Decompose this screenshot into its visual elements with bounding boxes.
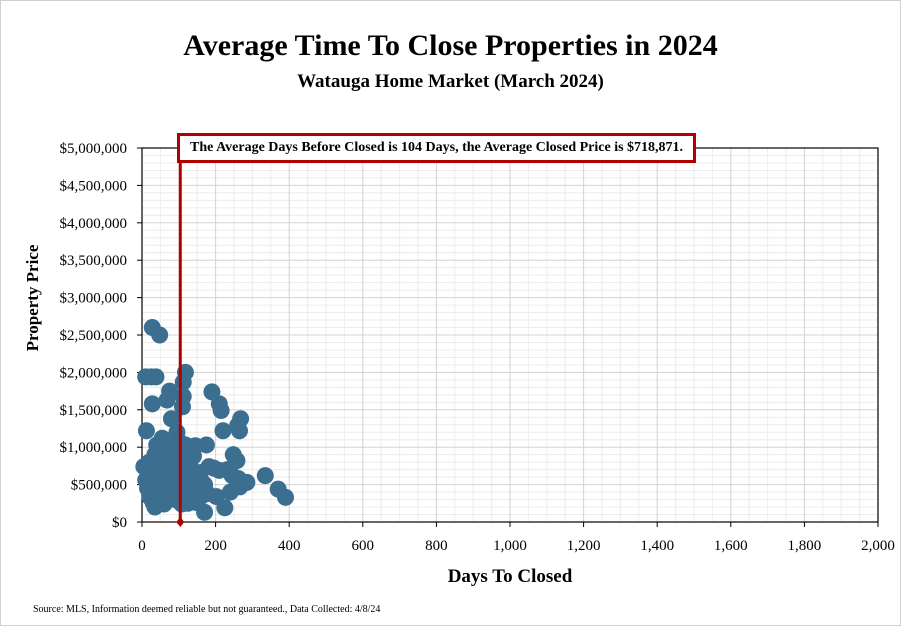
y-axis-label: Property Price xyxy=(23,244,42,352)
data-point xyxy=(162,410,180,428)
data-point xyxy=(216,499,234,517)
x-tick-label: 1,400 xyxy=(640,538,674,554)
tick-labels: 0 200 400 600 800 1,000 1,200 1,400 1,600 1,800 2,… xyxy=(60,141,895,554)
data-point xyxy=(143,395,161,413)
x-tick-label: 1,000 xyxy=(493,538,527,554)
y-tick-label: $4,000,000 xyxy=(60,216,128,232)
data-point xyxy=(221,483,239,501)
data-point xyxy=(173,398,191,416)
data-point xyxy=(199,485,217,503)
y-tick-label: $0 xyxy=(112,515,127,531)
x-tick-label: 0 xyxy=(138,538,146,554)
data-point xyxy=(231,422,249,440)
y-tick-label: $3,500,000 xyxy=(60,253,128,269)
y-tick-label: $500,000 xyxy=(71,478,127,494)
data-point xyxy=(175,473,193,491)
y-tick-label: $1,500,000 xyxy=(60,403,128,419)
x-axis-label: Days To Closed xyxy=(447,566,573,587)
x-tick-label: 800 xyxy=(425,538,448,554)
data-point xyxy=(277,488,295,506)
x-tick-label: 400 xyxy=(278,538,301,554)
data-point xyxy=(192,471,210,489)
x-tick-label: 200 xyxy=(204,538,227,554)
data-point xyxy=(214,422,232,440)
y-tick-label: $5,000,000 xyxy=(60,141,128,157)
average-days-marker xyxy=(176,517,185,527)
x-tick-label: 1,600 xyxy=(714,538,748,554)
source-note: Source: MLS, Information deemed reliable… xyxy=(33,604,381,615)
data-points xyxy=(135,319,295,521)
data-point xyxy=(179,494,197,512)
x-tick-label: 2,000 xyxy=(861,538,895,554)
average-annotation: The Average Days Before Closed is 104 Da… xyxy=(177,133,697,163)
data-point xyxy=(161,471,179,489)
y-tick-label: $3,000,000 xyxy=(60,291,128,307)
x-tick-label: 1,200 xyxy=(567,538,601,554)
y-tick-label: $4,500,000 xyxy=(60,178,128,194)
x-tick-label: 1,800 xyxy=(788,538,822,554)
data-point xyxy=(137,422,155,440)
x-tick-label: 600 xyxy=(352,538,375,554)
data-point xyxy=(197,436,215,454)
data-point xyxy=(151,326,169,344)
data-point xyxy=(185,447,203,465)
chart-title: Average Time To Close Properties in 2024 xyxy=(183,29,718,62)
y-tick-label: $1,000,000 xyxy=(60,440,128,456)
data-point xyxy=(256,467,274,485)
chart-subtitle: Watauga Home Market (March 2024) xyxy=(297,71,604,92)
data-point xyxy=(238,473,256,491)
y-tick-label: $2,500,000 xyxy=(60,328,128,344)
y-tick-label: $2,000,000 xyxy=(60,365,128,381)
data-point xyxy=(140,453,158,471)
data-point xyxy=(212,402,230,420)
data-point xyxy=(147,368,165,386)
data-point xyxy=(158,391,176,409)
